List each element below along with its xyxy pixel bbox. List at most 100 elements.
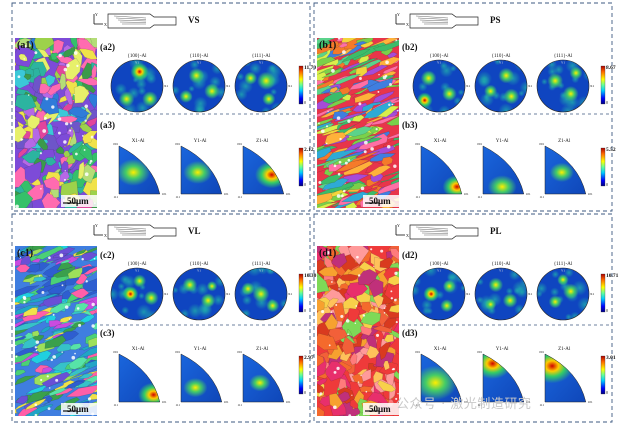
quadrant-c-header-specimen-hatch [119, 232, 147, 234]
quadrant-c-border [11, 213, 311, 423]
quadrant-d-border [313, 213, 613, 423]
quadrant-c-pole-figure-0: {100}-Al Y1 X1 [110, 262, 169, 321]
quadrant-a-ipf-1-title: Y1-Al [194, 139, 207, 144]
quadrant-c-pole-figure-1-y1: Y1 [197, 269, 202, 273]
quadrant-b-ipf-0-title: X1-Al [434, 139, 447, 144]
quadrant-a-ipf-2: Z1-Al 001 101 111 [237, 139, 291, 199]
quadrant-a-ipf-label: (a3) [100, 120, 115, 130]
quadrant-b-ipf-label: (b3) [402, 120, 418, 130]
watermark: 公众号 · 激光制造研究 [396, 397, 532, 412]
quadrant-a-pole-figure-0: {100}-Al Y1 X1 [110, 54, 169, 113]
quadrant-b-pf-colorbar [600, 65, 606, 105]
quadrant-d-ipf-1-title: Y1-Al [496, 347, 509, 352]
quadrant-d-pole-figure-0-y1: Y1 [437, 269, 442, 273]
quadrant-c-pf-colorbar-min: 0 [304, 308, 306, 313]
quadrant-b-pole-figure-1-y1: Y1 [499, 61, 504, 65]
quadrant-a-header-specimen-hatch [115, 17, 147, 20]
quadrant-b-ipf-2-title: Z1-Al [558, 139, 571, 144]
quadrant-c-pf-colorbar [298, 273, 304, 313]
quadrant-b-ipf-colorbar-max: 5.52 [606, 147, 616, 153]
quadrant-a-border [11, 2, 311, 212]
quadrant-c-ipf-0-c101: 101 [162, 400, 167, 404]
quadrant-b-map-label: (b1) [319, 40, 336, 51]
quadrant-a-ipf-colorbar-max: 2.12 [304, 147, 314, 153]
quadrant-c-ipf-colorbar-max: 2.97 [304, 355, 314, 361]
quadrant-c-ipf-colorbar-min: 0 [304, 390, 306, 395]
quadrant-a-scale-bar-bg [61, 195, 99, 207]
quadrant-d-header-axis-x-label: X [406, 233, 409, 238]
quadrant-d-header-axis-y-label: Y [397, 223, 400, 228]
quadrant-a-ipf-0-c111: 111 [113, 195, 118, 199]
quadrant-c-header-axis-x-label: X [104, 233, 107, 238]
quadrant-d-ipf-2-c111: 111 [539, 403, 544, 407]
quadrant-d-grain-map [317, 246, 399, 416]
quadrant-b-header-axis-x-label: X [406, 22, 409, 27]
quadrant-c-grain-map [15, 246, 97, 416]
quadrant-a-ipf-0-title: X1-Al [132, 139, 145, 144]
quadrant-a-header-specimen-hatch [119, 21, 147, 23]
quadrant-d-pole-figure-2: {111}-Al Y1 X1 [536, 262, 595, 321]
quadrant-b-pole-figure-0-y1: Y1 [437, 61, 442, 65]
quadrant-c-ipf-0-title: X1-Al [132, 347, 145, 352]
quadrant-a-pf-colorbar-min: 0 [304, 100, 306, 105]
quadrant-a-header-axis-x-label: X [104, 22, 107, 27]
quadrant-a-ipf-1-c101: 101 [224, 192, 229, 196]
quadrant-d-ipf-0-title: X1-Al [434, 347, 447, 352]
quadrant-a-pole-figure-2-title: {111}-Al [252, 54, 271, 59]
quadrant-b-pole-figure-2: {111}-Al Y1 X1 [536, 54, 595, 113]
quadrant-c-pole-figure-2-title: {111}-Al [252, 262, 271, 267]
quadrant-a-pole-figure-0-y1: Y1 [135, 61, 140, 65]
quadrant-c-ipf-1-c111: 111 [175, 403, 180, 407]
quadrant-b-ipf-colorbar [600, 147, 606, 187]
quadrant-a-header-title: VS [188, 15, 200, 25]
quadrant-b-pole-figure-2-x1: X1 [590, 84, 595, 88]
quadrant-a-header-specimen-hatch [113, 15, 147, 19]
quadrant-c-ipf-1-c001: 001 [175, 350, 180, 354]
quadrant-c-pf-colorbar-max: 10.30 [304, 273, 317, 279]
quadrant-d-pole-figure-0-x1: X1 [466, 292, 471, 296]
quadrant-b-header-specimen-hatch [419, 19, 449, 22]
quadrant-c-pole-figure-2: {111}-Al Y1 X1 [234, 262, 293, 321]
quadrant-b-header-specimen-hatch [415, 15, 449, 19]
quadrant-b-pole-figure-2-y1: Y1 [561, 61, 566, 65]
quadrant-b-ipf-0-c001: 001 [415, 142, 420, 146]
quadrant-b-pole-figure-1: {110}-Al Y1 X1 [474, 54, 533, 113]
quadrant-c-pf-label: (c2) [100, 250, 115, 260]
quadrant-d-pole-figure-1-x1: X1 [528, 292, 533, 296]
quadrant-a-pf-colorbar-max: 11.70 [304, 65, 316, 71]
quadrant-b-grain-map [317, 38, 399, 208]
quadrant-d-ipf-colorbar-min: 0 [606, 390, 608, 395]
quadrant-a-header-axis-y-label: Y [95, 12, 98, 17]
quadrant-d-ipf-0-c111: 111 [415, 403, 420, 407]
quadrant-b-pf-colorbar-min: 0 [606, 100, 608, 105]
quadrant-c-ipf-2-title: Z1-Al [256, 347, 269, 352]
quadrant-d-pf-colorbar [600, 273, 606, 313]
quadrant-c-pole-figure-2-x1: X1 [288, 292, 293, 296]
quadrant-d-header-title: PL [490, 226, 502, 236]
quadrant-d-pf-colorbar-min: 0 [606, 308, 608, 313]
quadrant-d-ipf-2-c101: 101 [588, 400, 593, 404]
quadrant-b-header-specimen-hatch [417, 17, 449, 20]
quadrant-c-ipf-1-c101: 101 [224, 400, 229, 404]
quadrant-c-header-specimen-hatch [113, 226, 147, 230]
quadrant-b-ipf-1-c001: 001 [477, 142, 482, 146]
quadrant-a-pole-figure-1-x1: X1 [226, 84, 231, 88]
quadrant-c-scale-bar: 50μm [67, 404, 89, 414]
quadrant-b-border [313, 2, 613, 212]
quadrant-a-ipf-1-c111: 111 [175, 195, 180, 199]
quadrant-b-header-title: PS [490, 15, 501, 25]
quadrant-a-ipf-0-c101: 101 [162, 192, 167, 196]
quadrant-d-pole-figure-0-title: {100}-Al [430, 262, 450, 267]
quadrant-a-ipf-0-c001: 001 [113, 142, 118, 146]
quadrant-a-pf-label: (a2) [100, 42, 115, 52]
quadrant-a-header-specimen-hatch [117, 19, 147, 22]
quadrant-b-ipf-1-c111: 111 [477, 195, 482, 199]
quadrant-c-header-title: VL [188, 226, 201, 236]
quadrant-c-ipf-0-c001: 001 [113, 350, 118, 354]
quadrant-b-ipf-colorbar-min: 0 [606, 182, 608, 187]
quadrant-a-grain-map [15, 38, 97, 208]
quadrant-d-ipf-2-c001: 001 [539, 350, 544, 354]
quadrant-d-pole-figure-1-title: {110}-Al [492, 262, 511, 267]
quadrant-a-ipf-2-c101: 101 [286, 192, 291, 196]
quadrant-d-pole-figure-1-y1: Y1 [499, 269, 504, 273]
